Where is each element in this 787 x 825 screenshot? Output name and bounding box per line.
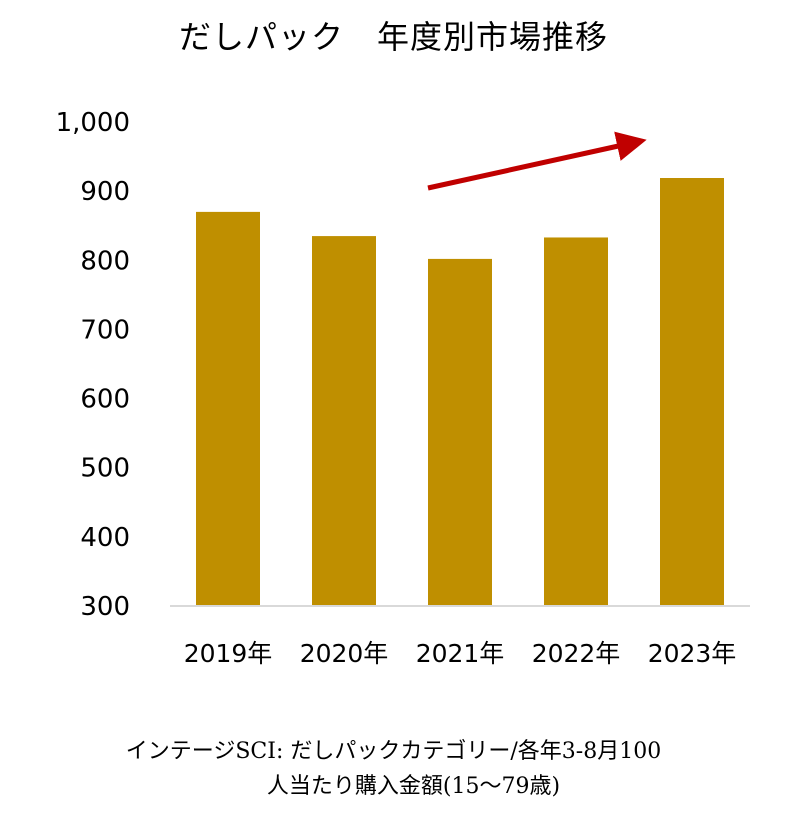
- y-tick-label: 300: [80, 592, 130, 622]
- x-tick-label: 2022年: [532, 639, 621, 668]
- footnote-line-1: インテージSCI: だしパックカテゴリー/各年3-8月100: [125, 739, 662, 764]
- bar: [196, 211, 260, 606]
- bar-series: [196, 178, 724, 607]
- bar: [428, 258, 492, 606]
- x-tick-label: 2020年: [300, 639, 389, 668]
- y-tick-label: 400: [80, 523, 130, 553]
- y-axis-tick-labels: 300 400 500 600 700 800 900 1,000: [56, 108, 130, 622]
- chart-title: だしパック 年度別市場推移: [178, 18, 608, 56]
- footnote-line-2: 人当たり購入金額(15～79歳): [266, 774, 561, 799]
- x-axis-tick-labels: 2019年 2020年 2021年 2022年 2023年: [184, 639, 737, 668]
- bar: [660, 178, 724, 606]
- y-tick-label: 700: [80, 315, 130, 345]
- upward-trend-arrow: [427, 131, 647, 191]
- y-tick-label: 600: [80, 385, 130, 415]
- y-tick-label: 1,000: [56, 108, 130, 138]
- bar: [312, 236, 376, 607]
- y-tick-label: 900: [80, 177, 130, 207]
- x-tick-label: 2023年: [648, 639, 737, 668]
- y-tick-label: 800: [80, 246, 130, 276]
- bar: [544, 237, 608, 606]
- x-tick-label: 2019年: [184, 639, 273, 668]
- y-tick-label: 500: [80, 454, 130, 484]
- x-tick-label: 2021年: [416, 639, 505, 668]
